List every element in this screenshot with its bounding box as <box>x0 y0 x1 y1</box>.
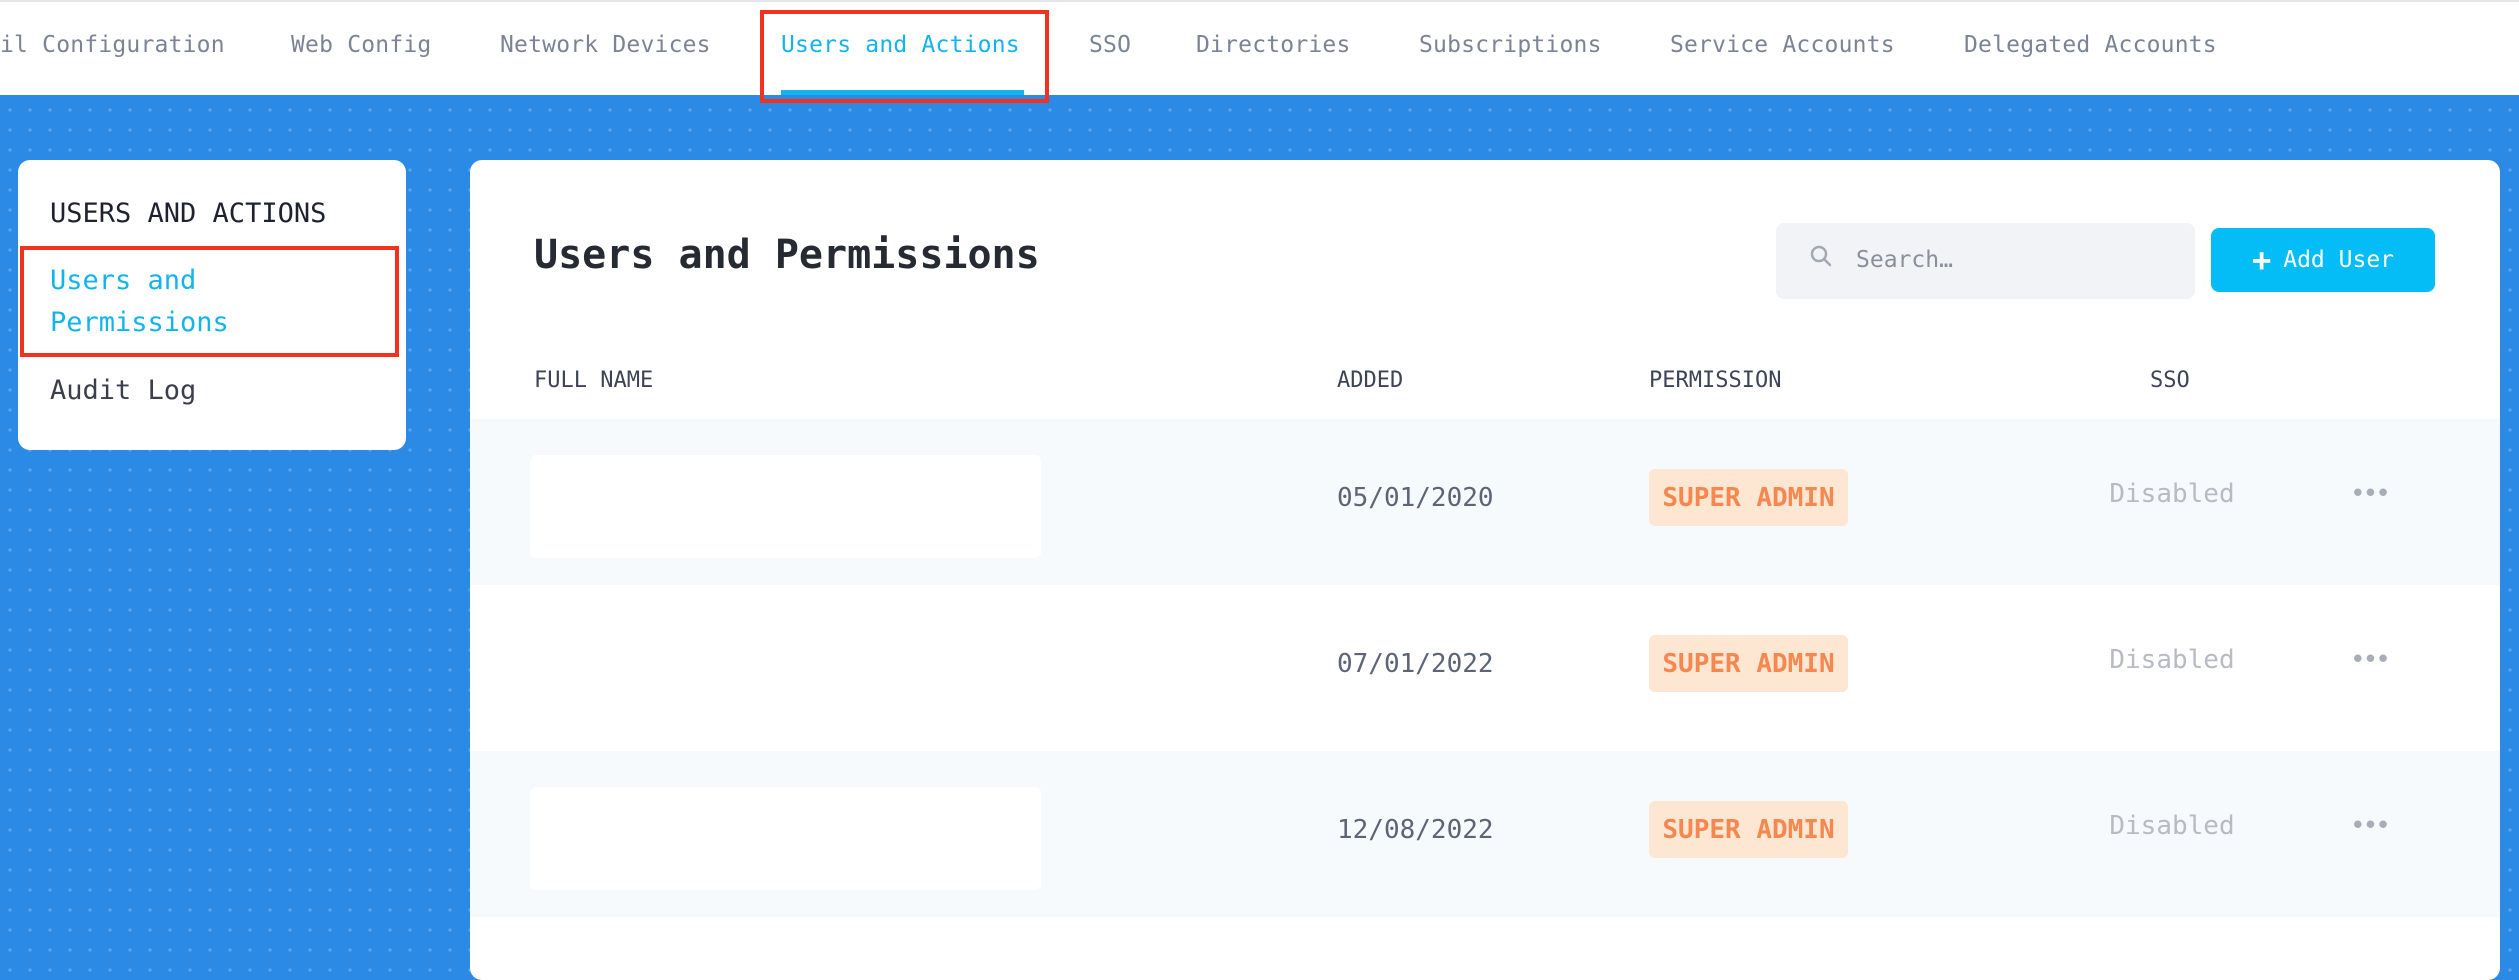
main-panel: Users and Permissions Search… + Add User… <box>470 160 2500 980</box>
table-row[interactable]: 12/08/2022 SUPER ADMIN Disabled ••• <box>470 751 2500 917</box>
sidebar-item-users-and-permissions[interactable]: Users and Permissions <box>50 260 229 344</box>
sidebar-heading: USERS AND ACTIONS <box>50 198 327 229</box>
sidebar: USERS AND ACTIONS Users and Permissions … <box>18 160 406 450</box>
added-date: 07/01/2022 <box>1337 649 1494 679</box>
permission-badge: SUPER ADMIN <box>1649 801 1848 858</box>
tab-subscriptions[interactable]: Subscriptions <box>1419 32 1602 58</box>
tab-sso[interactable]: SSO <box>1089 32 1132 58</box>
tab-directories[interactable]: Directories <box>1196 32 1351 58</box>
tab-email-configuration[interactable]: il Configuration <box>0 32 225 58</box>
plus-icon: + <box>2251 241 2272 279</box>
column-header-sso[interactable]: SSO <box>2150 368 2190 393</box>
page-title: Users and Permissions <box>534 232 1040 278</box>
sidebar-item-label-line1: Users and <box>50 265 197 296</box>
highlight-box-tab <box>760 10 1049 103</box>
tab-network-devices[interactable]: Network Devices <box>500 32 711 58</box>
search-placeholder: Search… <box>1856 247 1953 273</box>
more-options-icon[interactable]: ••• <box>2350 479 2391 509</box>
add-user-label: Add User <box>2283 247 2395 273</box>
highlight-box-sidebar <box>20 246 399 357</box>
added-date: 12/08/2022 <box>1337 815 1494 845</box>
tab-users-and-actions[interactable]: Users and Actions <box>781 32 1020 58</box>
sidebar-item-audit-log[interactable]: Audit Log <box>50 375 197 406</box>
sso-status: Disabled <box>2109 645 2235 675</box>
sso-status: Disabled <box>2109 479 2235 509</box>
added-date: 05/01/2020 <box>1337 483 1494 513</box>
more-options-icon[interactable]: ••• <box>2350 645 2391 675</box>
search-input[interactable]: Search… <box>1776 223 2195 299</box>
sso-status: Disabled <box>2109 811 2235 841</box>
column-header-permission[interactable]: PERMISSION <box>1649 368 1782 393</box>
sidebar-item-label-line2: Permissions <box>50 307 229 338</box>
redacted-name <box>530 787 1041 890</box>
column-header-added[interactable]: ADDED <box>1337 368 1404 393</box>
redacted-name <box>530 455 1041 558</box>
table-row[interactable]: 05/01/2020 SUPER ADMIN Disabled ••• <box>470 419 2500 585</box>
column-header-full-name[interactable]: FULL NAME <box>534 368 654 393</box>
search-icon <box>1810 245 1832 267</box>
permission-badge: SUPER ADMIN <box>1649 469 1848 526</box>
top-nav: il Configuration Web Config Network Devi… <box>0 0 2519 95</box>
add-user-button[interactable]: + Add User <box>2211 228 2435 292</box>
active-tab-indicator <box>781 90 1024 95</box>
tab-web-config[interactable]: Web Config <box>291 32 432 58</box>
table-row[interactable]: 07/01/2022 SUPER ADMIN Disabled ••• <box>470 585 2500 751</box>
tab-service-accounts[interactable]: Service Accounts <box>1670 32 1895 58</box>
tab-delegated-accounts[interactable]: Delegated Accounts <box>1964 32 2217 58</box>
more-options-icon[interactable]: ••• <box>2350 811 2391 841</box>
permission-badge: SUPER ADMIN <box>1649 635 1848 692</box>
